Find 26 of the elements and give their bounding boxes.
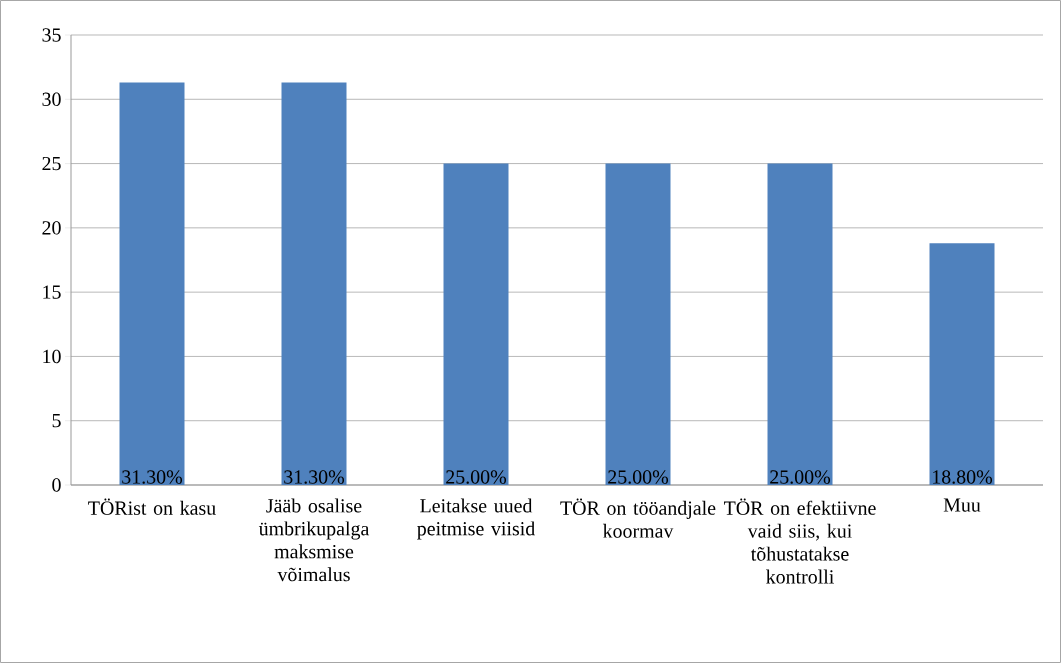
y-tick-label: 35 [42, 28, 61, 42]
data-label: 31.30% [122, 470, 183, 484]
x-tick-label: TÖRist on kasu [88, 498, 216, 515]
data-label: 18.80% [933, 470, 993, 484]
data-label: 31.30% [284, 470, 345, 484]
y-tick-label: 30 [42, 92, 61, 106]
bar [119, 82, 185, 485]
bar [767, 163, 833, 485]
data-label: 25.00% [770, 470, 831, 484]
x-tick-label: TÖR on tööandjale koormav [560, 498, 716, 538]
x-tick-label: Jääb osalise ümbrikupalga maksmise võimalus [258, 498, 370, 582]
bar [929, 243, 995, 485]
data-label: 25.00% [446, 470, 507, 484]
y-tick-label: 15 [43, 285, 61, 299]
y-tick-label: 10 [43, 349, 61, 364]
bar [443, 163, 509, 485]
x-tick-label: TÖR on efektiivne vaid siis, kui tõhustatakse kontrolli [724, 498, 876, 584]
y-tick-label: 0 [52, 478, 61, 492]
y-tick-label: 20 [42, 221, 61, 235]
x-tick-label: Muu [943, 498, 981, 512]
y-tick-label: 5 [52, 414, 61, 428]
y-tick-label: 25 [42, 156, 61, 171]
data-label: 25.00% [608, 470, 669, 484]
x-tick-label: Leitakse uued peitmise viisid [417, 498, 535, 540]
bar [605, 163, 671, 485]
bar [281, 82, 347, 485]
